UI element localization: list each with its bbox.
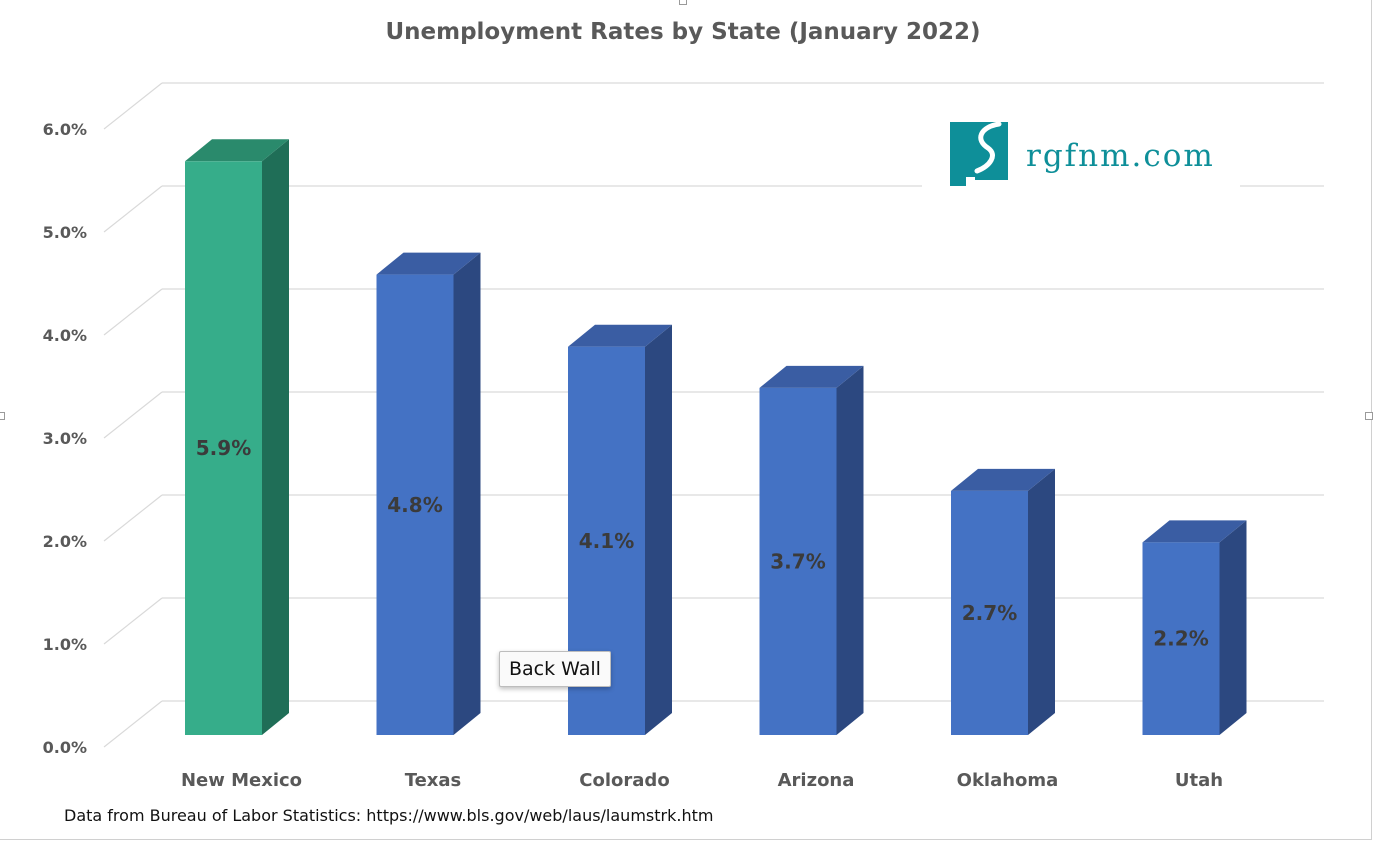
bar-new-mexico[interactable]: 5.9% xyxy=(185,139,289,736)
new-mexico-river-logo-icon xyxy=(950,121,1008,186)
x-tick-label: Colorado xyxy=(579,770,669,791)
bar-front-face[interactable] xyxy=(951,490,1028,735)
floor[interactable] xyxy=(100,725,1325,747)
data-label: 4.1% xyxy=(579,529,634,553)
chart-title: Unemployment Rates by State (January 202… xyxy=(385,19,980,45)
x-tick-label: Arizona xyxy=(778,770,855,791)
data-label: 2.2% xyxy=(1153,627,1208,651)
logo: rgfnm.com xyxy=(922,104,1240,190)
y-tick-label: 5.0% xyxy=(43,223,87,242)
data-label: 3.7% xyxy=(770,549,825,573)
bar-arizona[interactable]: 3.7% xyxy=(759,365,864,735)
bar-front-face[interactable] xyxy=(759,387,837,735)
bar-utah[interactable]: 2.2% xyxy=(1142,520,1247,735)
resize-handle-right[interactable] xyxy=(1365,412,1373,420)
back-wall-tooltip: Back Wall xyxy=(499,651,611,687)
resize-handle-left[interactable] xyxy=(0,412,5,420)
bar-front-face[interactable] xyxy=(1142,542,1220,735)
bar-top-face[interactable] xyxy=(185,139,289,162)
side-wall-gridline xyxy=(103,494,163,542)
bar-side-face[interactable] xyxy=(262,139,289,736)
y-tick-label: 3.0% xyxy=(43,429,87,448)
y-tick-label: 0.0% xyxy=(43,738,87,757)
side-wall-gridline xyxy=(103,185,163,233)
x-tick-label: New Mexico xyxy=(181,770,302,791)
resize-handle-top[interactable] xyxy=(679,0,687,5)
side-wall-gridline xyxy=(103,391,163,439)
bar-side-face[interactable] xyxy=(453,252,481,735)
y-tick-label: 2.0% xyxy=(43,532,87,551)
x-tick-label: Utah xyxy=(1175,770,1223,791)
bar-colorado[interactable]: 4.1% xyxy=(568,324,672,735)
logo-text: rgfnm.com xyxy=(1026,138,1215,174)
x-tick-label: Texas xyxy=(405,770,462,791)
bar-side-face[interactable] xyxy=(1219,520,1247,735)
bar-oklahoma[interactable]: 2.7% xyxy=(951,468,1055,735)
bar-top-face[interactable] xyxy=(376,252,481,275)
bar-side-face[interactable] xyxy=(836,365,864,735)
bar-top-face[interactable] xyxy=(951,468,1055,491)
y-tick-label: 4.0% xyxy=(43,326,87,345)
y-tick-label: 1.0% xyxy=(43,635,87,654)
x-tick-label: Oklahoma xyxy=(957,770,1059,791)
side-wall-gridline xyxy=(103,597,163,645)
bar-side-face[interactable] xyxy=(645,324,672,735)
x-axis: New Mexico Texas Colorado Arizona Oklahoma Ut… xyxy=(181,770,1223,791)
source-note: Data from Bureau of Labor Statistics: ht… xyxy=(64,806,714,825)
bar-top-face[interactable] xyxy=(568,324,672,347)
data-label: 2.7% xyxy=(962,601,1017,625)
bar-side-face[interactable] xyxy=(1028,468,1055,735)
side-wall-gridline xyxy=(103,288,163,336)
bar-texas[interactable]: 4.8% xyxy=(376,252,481,735)
bar-front-face[interactable] xyxy=(185,161,262,736)
y-tick-label: 6.0% xyxy=(43,120,87,139)
y-axis: 0.0% 1.0% 2.0% 3.0% 4.0% 5.0% 6.0% xyxy=(43,120,87,757)
data-label: 4.8% xyxy=(387,493,442,517)
bar-top-face[interactable] xyxy=(1142,520,1247,543)
bars[interactable]: 5.9% 4.8% 4.1% 3.7% 2.7% 2.2% xyxy=(185,139,1247,736)
bar-top-face[interactable] xyxy=(759,365,864,388)
data-label: 5.9% xyxy=(196,436,251,460)
bar-front-face[interactable] xyxy=(376,274,454,735)
side-wall-gridline xyxy=(103,82,163,130)
side-wall-gridline xyxy=(103,700,163,748)
